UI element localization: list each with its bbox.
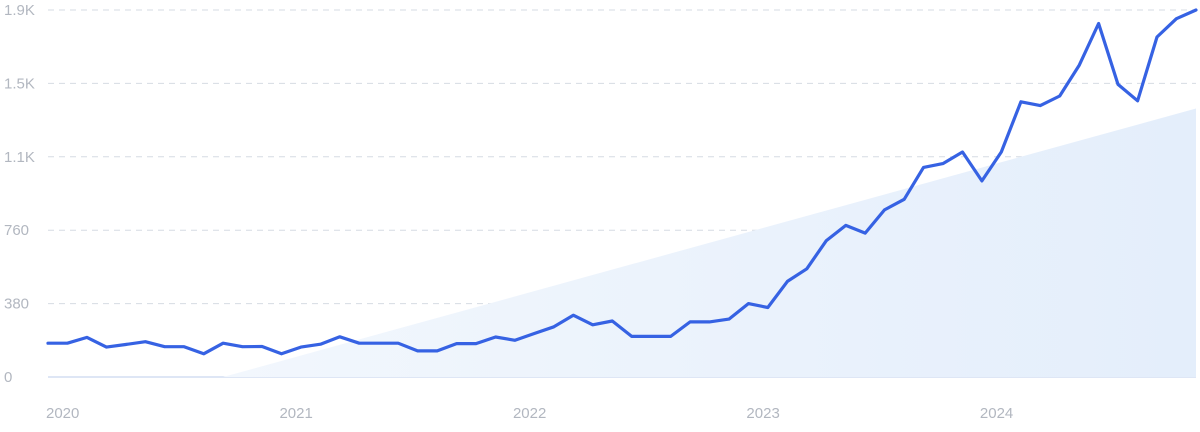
y-axis-tick-labels: 0 380 760 1.1K 1.5K 1.9K (4, 2, 35, 386)
x-tick-label-3: 2023 (746, 405, 779, 422)
y-tick-label-1: 380 (4, 296, 29, 313)
x-tick-label-4: 2024 (980, 405, 1013, 422)
x-tick-label-1: 2021 (279, 405, 312, 422)
y-tick-label-2: 760 (4, 222, 29, 239)
y-tick-label-0: 0 (4, 369, 12, 386)
y-tick-label-3: 1.1K (4, 149, 35, 166)
x-axis-tick-labels: 2020 2021 2022 2023 2024 (46, 405, 1013, 422)
x-tick-label-0: 2020 (46, 405, 79, 422)
series-line-layer (46, 8, 1198, 356)
trend-area (223, 108, 1197, 377)
trend-area-polygon (223, 108, 1197, 377)
series-line (46, 8, 1198, 356)
x-tick-label-2: 2022 (513, 405, 546, 422)
y-tick-label-4: 1.5K (4, 75, 35, 92)
y-tick-label-5: 1.9K (4, 2, 35, 19)
